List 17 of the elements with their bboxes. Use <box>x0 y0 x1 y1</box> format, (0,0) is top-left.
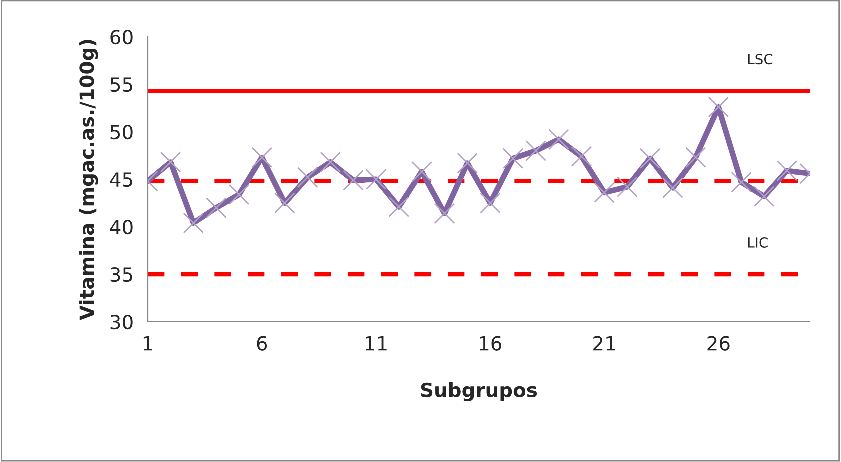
y-tick-label: 55 <box>110 78 132 92</box>
y-axis-title: Vitamina (mgac.as./100g) <box>79 40 98 320</box>
x-tick-label: 21 <box>594 336 616 351</box>
ref-line-label: LIC <box>748 237 768 248</box>
ref-line-label: LSC <box>748 54 773 65</box>
y-tick-label: 60 <box>110 30 133 45</box>
y-tick-label: 50 <box>110 124 133 140</box>
x-tick-label: 6 <box>257 336 268 351</box>
x-tick-label: 16 <box>480 336 502 351</box>
y-tick-label: 45 <box>110 172 132 188</box>
y-tick-label: 35 <box>110 267 132 282</box>
x-tick-label: 11 <box>366 336 387 351</box>
y-tick-label: 40 <box>110 220 133 235</box>
y-tick-label: 30 <box>110 314 133 330</box>
x-axis-title: Subgrupos <box>421 382 538 402</box>
x-tick-label: 1 <box>144 336 152 351</box>
x-tick-label: 26 <box>708 336 730 351</box>
